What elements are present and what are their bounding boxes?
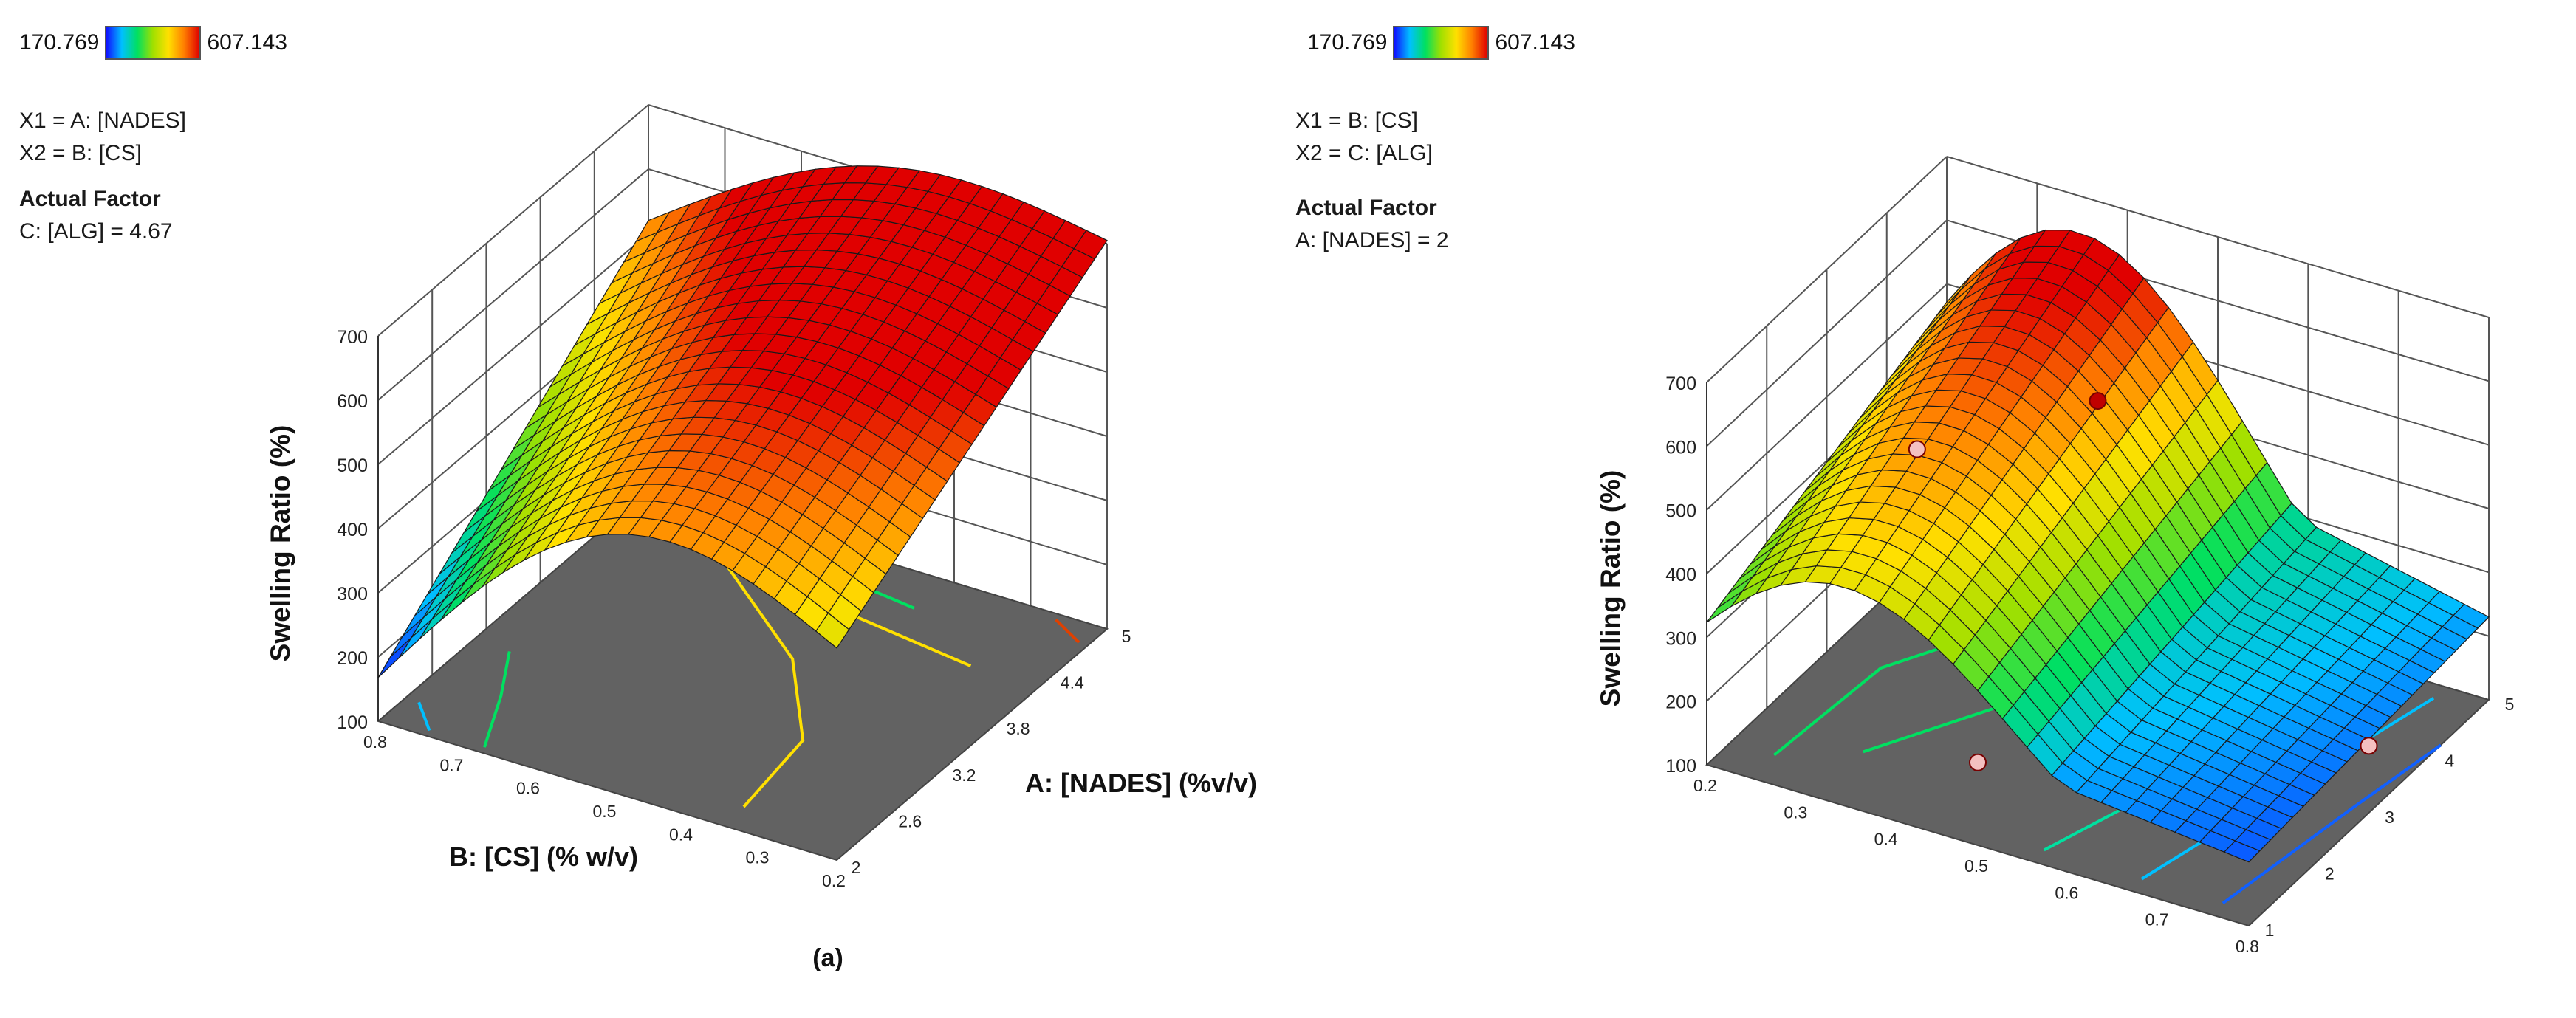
z-tick-label: 600 (1665, 437, 1696, 458)
x-tick-label: 0.7 (2145, 910, 2169, 929)
surface-cell (1935, 274, 1972, 317)
z-tick-label: 300 (337, 584, 368, 605)
z-tick-label: 600 (337, 391, 368, 412)
y-tick-label: 0.6 (516, 779, 540, 798)
panel-b: 170.769 607.143 X1 = B: [CS] X2 = C: [AL… (1288, 0, 2576, 1018)
z-tick-label: 700 (337, 327, 368, 348)
y-tick-label: 0.3 (746, 848, 770, 867)
design-point (1908, 440, 1926, 458)
factor-x2: X2 = C: [ALG] (1295, 141, 1433, 165)
x-tick-label: 0.6 (2055, 883, 2078, 902)
wall-gridline (1706, 283, 1948, 511)
y-tick-label: 3 (2385, 808, 2394, 827)
factor-x2: X2 = B: [CS] (19, 141, 142, 165)
floor-contour (417, 701, 431, 732)
legend-gradient (1393, 26, 1490, 60)
color-legend: 170.769 607.143 (1307, 22, 1575, 63)
z-axis-title: Swelling Ratio (%) (265, 425, 295, 662)
z-tick-label: 400 (337, 520, 368, 540)
surface-cell (1706, 591, 1743, 623)
panel-a: 170.769 607.143 X1 = A: [NADES] X2 = B: … (19, 22, 1257, 972)
factor-x1: X1 = B: [CS] (1295, 109, 1418, 133)
floor-contour (2222, 743, 2442, 905)
x-tick-label: 3.2 (952, 766, 976, 785)
design-point (2360, 737, 2378, 755)
x-tick-label: 0.5 (1964, 856, 1988, 876)
floor-contour (483, 651, 511, 748)
wall-gridline (1706, 156, 1948, 383)
x-tick-label: 0.8 (2236, 937, 2259, 956)
legend-gradient (105, 26, 202, 60)
y-tick-label: 5 (2505, 695, 2515, 714)
wall-gridline (1946, 156, 2490, 318)
design-point (1969, 753, 1987, 771)
legend-max: 607.143 (207, 30, 287, 55)
z-tick-label: 200 (337, 648, 368, 669)
x-tick-label: 5 (1122, 627, 1131, 646)
factor-x1: X1 = A: [NADES] (19, 109, 186, 133)
panel-caption: (a) (812, 944, 843, 972)
y-tick-label: 0.8 (363, 732, 387, 752)
x-tick-label: 2.6 (898, 811, 922, 830)
y-tick-label: 0.4 (669, 825, 693, 844)
legend-max: 607.143 (1495, 30, 1575, 55)
actual-factor-value: C: [ALG] = 4.67 (19, 219, 173, 244)
actual-factor-heading: Actual Factor (19, 187, 161, 211)
z-tick-label: 300 (1665, 628, 1696, 649)
z-tick-label: 400 (1665, 565, 1696, 585)
x-tick-label: 3.8 (1007, 719, 1030, 738)
floor-contour (1055, 619, 1080, 644)
z-tick-label: 200 (1665, 692, 1696, 713)
z-axis-title: Swelling Ratio (%) (1595, 470, 1626, 707)
y-tick-label: 1 (2265, 921, 2275, 940)
x-tick-label: 0.4 (1874, 830, 1898, 849)
floor-contour (721, 558, 805, 808)
surface-plot-a: 100 200 300 400 500 600 700 Swelling Ratio (%) 2… (265, 104, 1257, 972)
color-legend: 170.769 607.143 (19, 22, 287, 63)
y-tick-label: 0.7 (440, 755, 464, 774)
surface-cell (634, 211, 671, 243)
x-tick-label: 4.4 (1061, 673, 1084, 692)
x-tick-label: 2 (852, 858, 861, 877)
y-axis-title: B: [CS] (% w/v) (449, 842, 638, 872)
factor-info: X1 = B: [CS] X2 = C: [ALG] Actual Factor… (1295, 105, 1449, 257)
z-tick-label: 100 (1665, 756, 1696, 777)
wall-gridline (377, 104, 649, 337)
surface-plot-b: 100 200 300 400 500 600 700 Swelling Ratio (%) 0… (1595, 156, 2515, 956)
legend-min: 170.769 (19, 30, 100, 55)
x-tick-label: 0.3 (1784, 802, 1807, 822)
wall-gridline (377, 168, 649, 401)
z-tick-label: 700 (1665, 374, 1696, 394)
y-tick-label: 2 (2325, 864, 2334, 884)
x-tick-label: 0.2 (1693, 776, 1717, 795)
z-tick-label: 500 (337, 455, 368, 476)
actual-factor-value: A: [NADES] = 2 (1295, 228, 1449, 252)
z-tick-label: 100 (337, 712, 368, 733)
z-tick-label: 500 (1665, 501, 1696, 522)
factor-info: X1 = A: [NADES] X2 = B: [CS] Actual Fact… (19, 105, 186, 248)
y-tick-label: 0.2 (822, 871, 846, 890)
design-point (2089, 392, 2107, 410)
wall-gridline (1706, 219, 1948, 447)
actual-factor-heading: Actual Factor (1295, 196, 1437, 220)
legend-min: 170.769 (1307, 30, 1388, 55)
x-axis-title: A: [NADES] (%v/v) (1025, 768, 1257, 798)
y-tick-label: 4 (2445, 752, 2454, 771)
wall-gridline (377, 233, 649, 465)
y-tick-label: 0.5 (593, 802, 617, 821)
